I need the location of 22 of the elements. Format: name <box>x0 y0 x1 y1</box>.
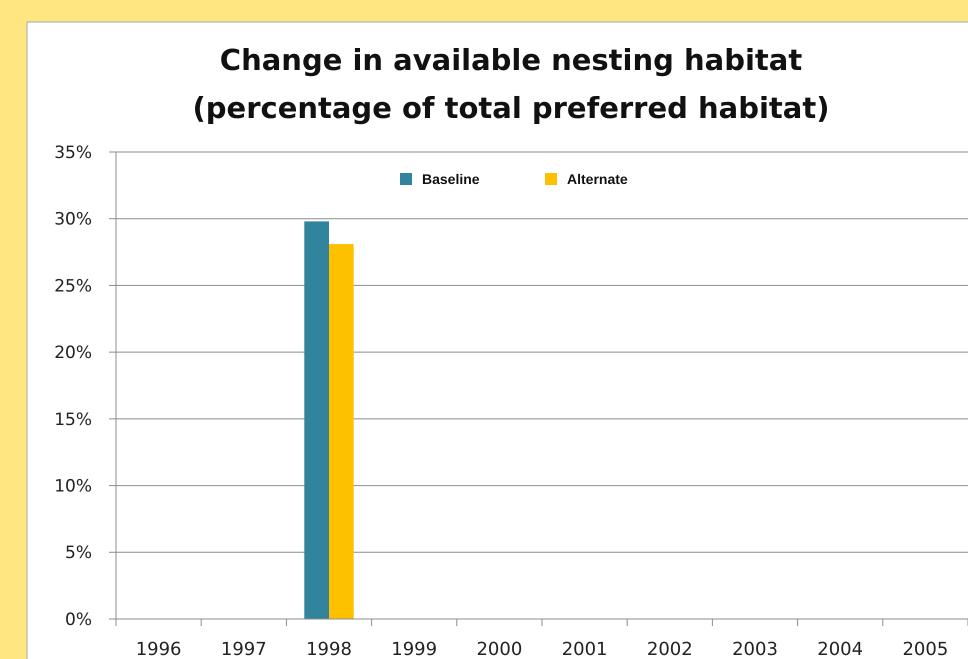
x-tick-label: 1996 <box>136 639 182 659</box>
x-tick-label: 2003 <box>732 639 778 659</box>
y-tick-label: 30% <box>54 210 92 230</box>
x-tick-label: 1999 <box>391 639 438 659</box>
y-tick-label: 20% <box>54 343 92 364</box>
legend-label: Alternate <box>567 170 628 187</box>
x-tick-label: 2005 <box>902 639 948 659</box>
y-tick-label: 0% <box>65 610 92 630</box>
x-tick-label: 2001 <box>562 639 608 659</box>
y-tick-label: 25% <box>54 276 92 296</box>
chart-title: Change in available nesting habitat <box>220 43 802 77</box>
x-tick-label: 2000 <box>476 639 522 659</box>
x-tick-label: 1998 <box>306 639 352 659</box>
x-tick-label: 2004 <box>817 639 864 659</box>
y-tick-label: 35% <box>54 142 92 163</box>
x-tick-label: 2002 <box>646 639 693 659</box>
chart-subtitle: (percentage of total preferred habitat) <box>192 91 830 125</box>
legend-label: Baseline <box>422 170 480 187</box>
y-tick-label: 10% <box>54 476 92 497</box>
y-tick-label: 5% <box>65 543 92 564</box>
y-tick-label: 15% <box>54 410 92 430</box>
x-tick-label: 1997 <box>220 639 267 659</box>
